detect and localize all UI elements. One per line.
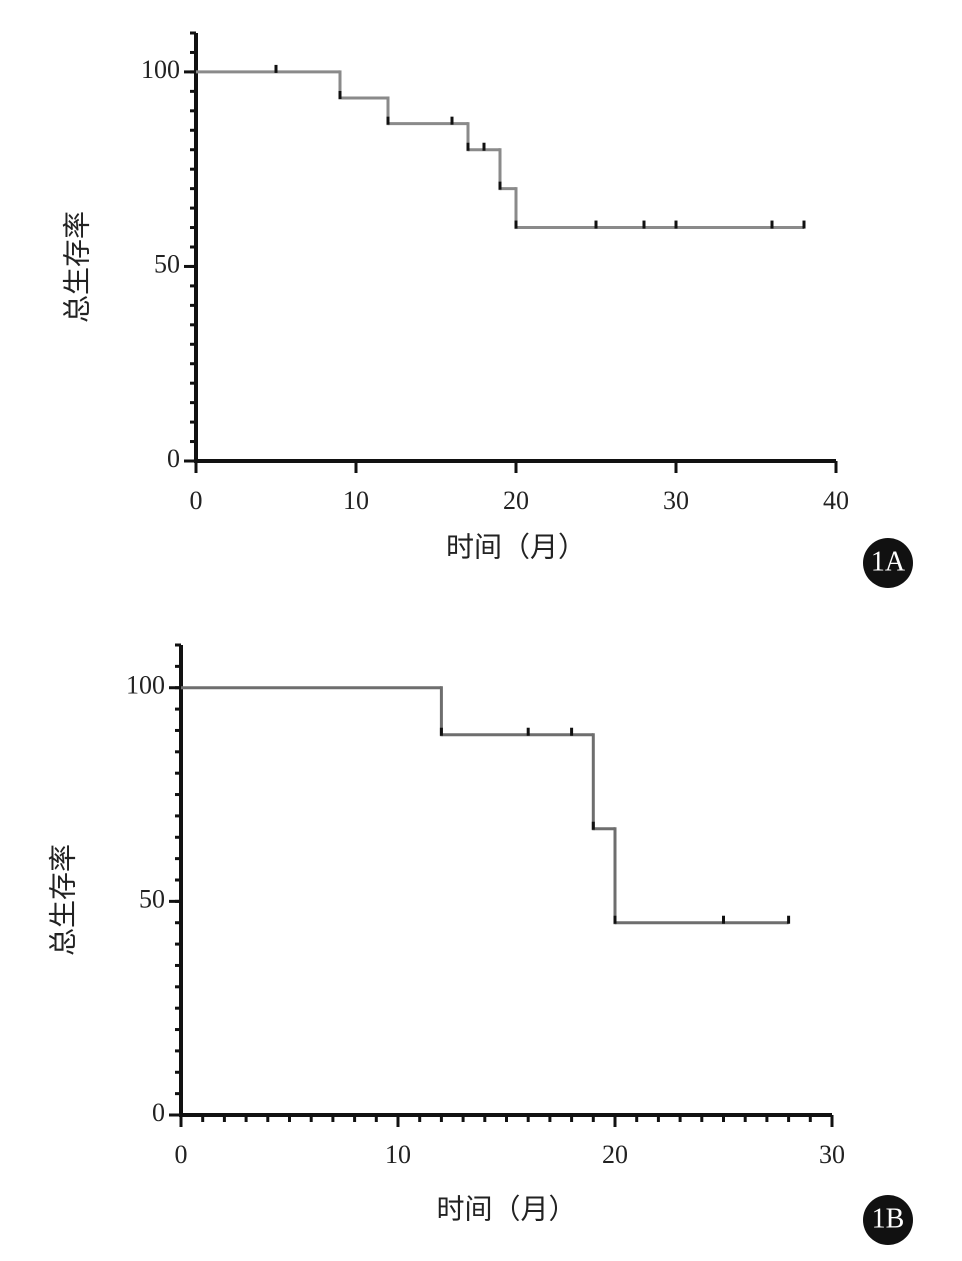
panel-label: 1B — [872, 1203, 905, 1234]
y-tick-label: 0 — [152, 1098, 165, 1127]
y-tick-label: 100 — [141, 55, 180, 84]
x-tick-label: 0 — [175, 1140, 188, 1169]
x-axis-title: 时间（月） — [436, 1193, 576, 1225]
x-tick-label: 20 — [503, 486, 529, 515]
x-tick-label: 0 — [190, 486, 203, 515]
y-tick-label: 50 — [154, 249, 180, 278]
panel-badge — [863, 538, 913, 588]
y-axis-title: 总生存率 — [61, 211, 93, 323]
x-tick-label: 30 — [819, 1140, 845, 1169]
x-tick-label: 30 — [663, 486, 689, 515]
x-tick-label: 10 — [385, 1140, 411, 1169]
x-tick-label: 20 — [602, 1140, 628, 1169]
x-tick-label: 10 — [343, 486, 369, 515]
y-tick-label: 50 — [139, 884, 165, 913]
panel-badge — [863, 1195, 913, 1245]
y-axis-title: 总生存率 — [47, 844, 79, 956]
y-tick-label: 0 — [167, 444, 180, 473]
x-axis-title: 时间（月） — [446, 531, 586, 563]
x-tick-label: 40 — [823, 486, 849, 515]
y-tick-label: 100 — [126, 671, 165, 700]
panel-label: 1A — [871, 546, 906, 577]
